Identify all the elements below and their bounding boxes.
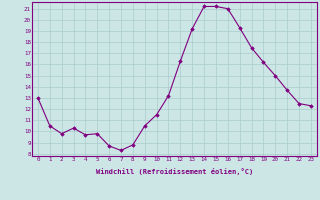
X-axis label: Windchill (Refroidissement éolien,°C): Windchill (Refroidissement éolien,°C) <box>96 168 253 175</box>
